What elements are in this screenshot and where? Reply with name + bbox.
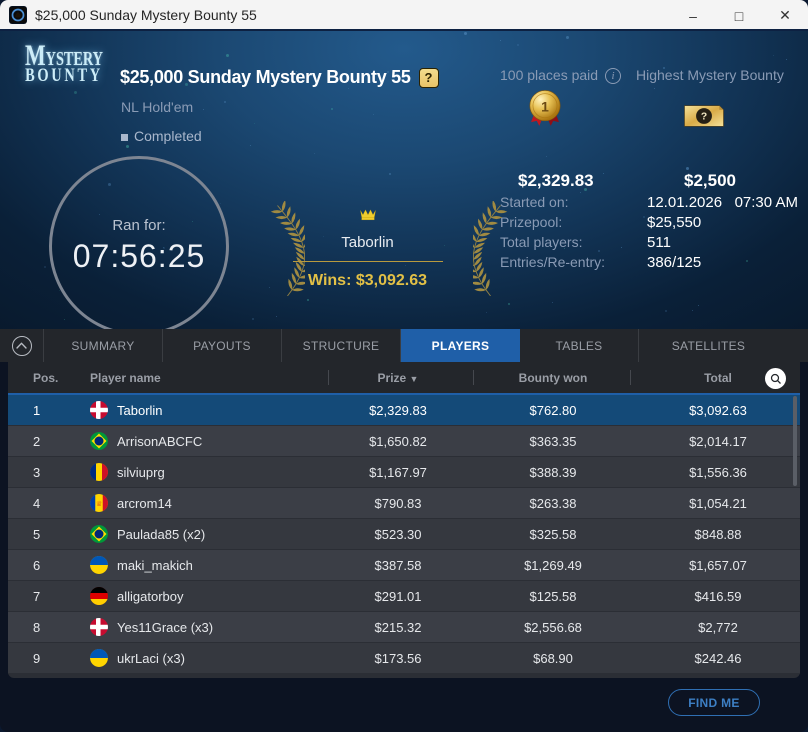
- svg-text:♕: ♕: [96, 500, 102, 508]
- svg-text:?: ?: [701, 112, 707, 123]
- svg-text:1: 1: [541, 98, 549, 114]
